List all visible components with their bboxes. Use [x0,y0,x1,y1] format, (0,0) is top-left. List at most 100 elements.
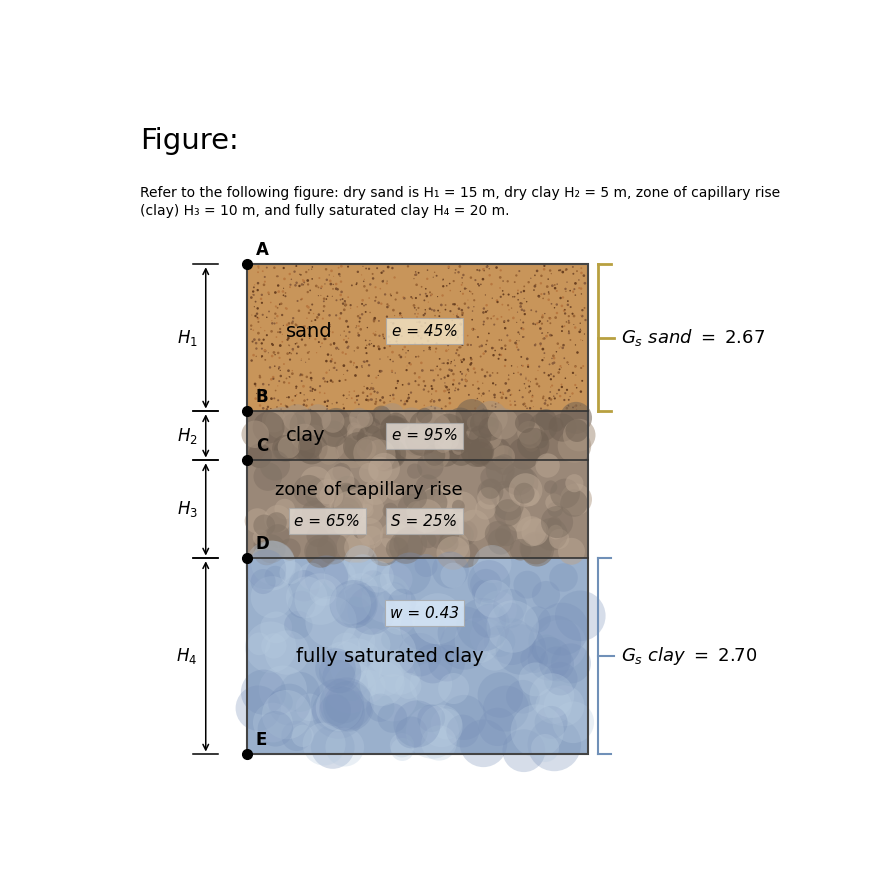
Point [366,271,380,286]
Point [283,280,297,295]
Point [391,425,405,439]
Text: clay: clay [286,426,325,445]
Point [520,401,534,416]
Point [564,300,578,314]
Point [421,384,435,399]
Point [356,293,370,307]
Point [263,401,278,416]
Point [513,643,528,657]
Text: sand: sand [286,321,332,341]
Point [444,304,458,319]
Point [326,360,340,375]
Point [268,286,282,300]
Point [341,339,356,353]
Point [433,352,447,366]
Point [342,499,357,514]
Point [396,290,410,304]
Point [300,312,314,326]
Point [567,496,582,510]
Point [450,298,464,312]
Point [245,353,259,368]
Point [373,364,387,378]
Point [514,350,529,364]
Point [492,634,506,648]
Point [487,390,502,404]
Point [418,409,432,423]
Point [513,543,528,557]
Point [560,355,574,369]
Point [426,373,441,387]
Point [310,529,324,543]
Point [293,328,307,343]
Point [285,363,299,377]
Point [397,397,411,411]
Point [448,266,462,280]
Point [365,336,379,351]
Point [438,400,452,414]
Point [485,470,499,484]
Point [477,314,491,328]
Point [251,259,265,273]
Point [385,632,400,646]
Point [477,262,491,276]
Point [506,366,521,380]
Point [488,400,503,414]
Point [373,281,387,295]
Point [536,291,550,305]
Point [317,386,332,400]
Point [263,640,278,654]
Point [464,271,478,285]
Point [385,711,400,725]
Point [570,264,584,279]
Point [451,311,465,325]
Point [414,432,428,446]
Point [282,542,297,556]
Point [392,611,406,625]
Point [453,365,468,379]
Point [533,338,547,352]
Point [429,342,444,356]
Point [441,338,455,352]
Point [325,289,340,303]
Point [258,344,272,358]
Point [426,270,441,284]
Point [274,296,289,311]
Point [376,264,391,279]
Point [319,354,333,368]
Point [446,682,461,696]
Point [517,486,531,500]
Point [254,538,268,552]
Point [251,326,265,340]
Point [300,321,314,336]
Point [305,262,319,276]
Point [355,307,369,321]
Point [262,304,276,319]
Point [339,697,353,711]
Point [472,339,487,353]
Point [411,307,426,321]
Point [534,287,548,301]
Point [557,699,572,713]
Point [294,353,308,368]
Point [435,401,449,416]
Point [368,294,383,308]
Point [526,437,540,451]
Point [277,357,291,371]
Point [420,271,435,286]
Point [437,502,452,516]
Point [451,383,465,397]
Point [418,293,432,307]
Point [439,656,453,670]
Point [418,281,433,295]
Point [401,376,416,391]
Point [572,273,586,287]
Point [248,392,263,406]
Point [557,392,572,407]
Point [347,597,361,611]
Point [404,290,418,304]
Point [256,385,271,400]
Point [342,388,357,402]
Point [523,401,538,416]
Point [504,398,518,412]
Point [455,328,470,342]
